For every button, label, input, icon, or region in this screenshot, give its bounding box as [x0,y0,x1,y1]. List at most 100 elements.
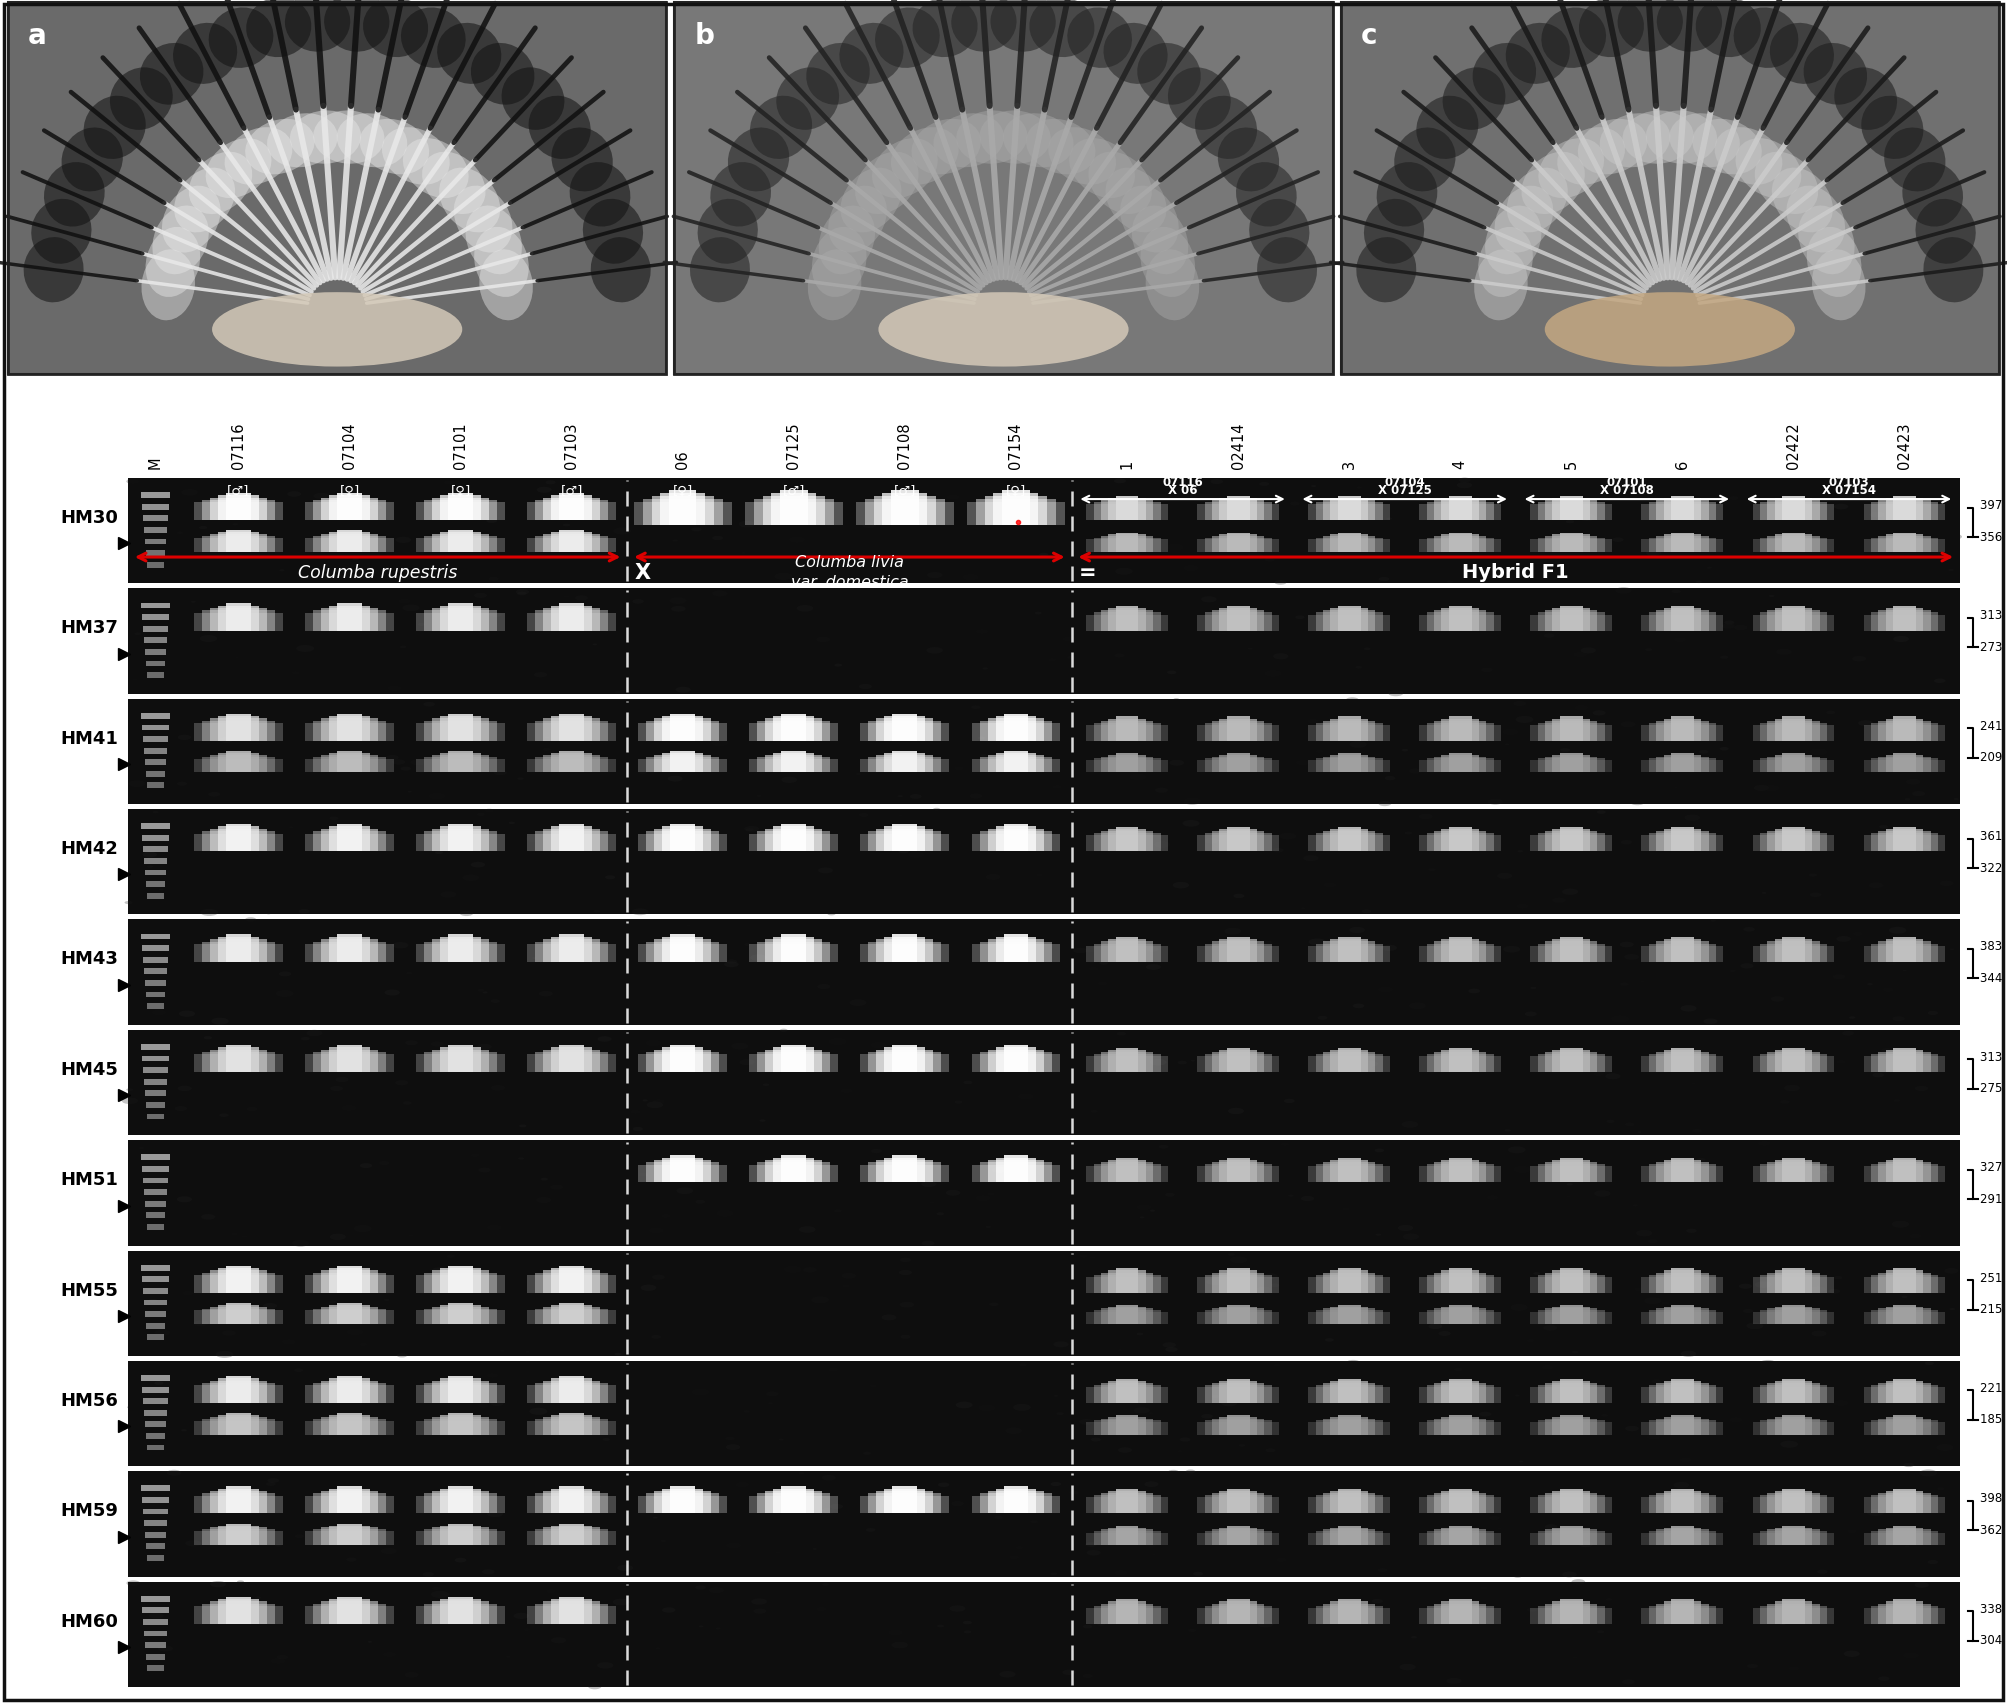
Text: X 06: X 06 [1168,484,1198,498]
Bar [560,530,584,552]
Ellipse shape [863,1452,871,1455]
Bar [1198,1387,1278,1402]
Bar [1419,724,1501,741]
Ellipse shape [1618,0,1684,51]
Text: c: c [1361,22,1377,49]
Ellipse shape [785,1266,801,1273]
Bar [763,496,825,525]
Ellipse shape [1379,578,1389,581]
Ellipse shape [1080,1254,1088,1258]
Bar [305,503,393,520]
Ellipse shape [421,1573,434,1576]
Bar [415,1607,506,1624]
Ellipse shape [1088,966,1098,971]
Ellipse shape [478,988,484,992]
Bar [877,1491,933,1513]
Ellipse shape [62,128,122,191]
Bar [1086,1498,1168,1513]
Bar [203,757,275,772]
Bar [211,828,267,852]
Bar [1559,1268,1584,1293]
Bar [771,492,817,525]
Bar [1656,757,1708,772]
Bar [1309,504,1391,520]
Ellipse shape [1130,774,1146,780]
Ellipse shape [949,1605,965,1612]
Bar [1004,1155,1028,1183]
Ellipse shape [1403,1234,1419,1241]
Ellipse shape [289,826,293,828]
Bar [1879,610,1931,630]
Bar [1108,1418,1146,1435]
Ellipse shape [1602,1414,1608,1416]
Ellipse shape [1626,1426,1640,1431]
Ellipse shape [889,1494,903,1501]
Ellipse shape [237,1580,245,1583]
Bar [227,1597,251,1624]
Ellipse shape [977,1404,995,1411]
Ellipse shape [1258,1621,1274,1627]
Ellipse shape [737,1482,749,1488]
Ellipse shape [1365,199,1425,264]
Bar [985,496,1048,525]
Ellipse shape [233,523,239,525]
Bar [1212,1051,1264,1072]
Bar [227,1413,251,1435]
Ellipse shape [1696,1159,1706,1162]
Bar [1782,1525,1804,1546]
Bar [670,934,694,961]
Ellipse shape [1264,688,1272,692]
Bar [1212,941,1264,961]
Ellipse shape [598,1661,614,1668]
Ellipse shape [381,1547,397,1554]
Ellipse shape [177,782,187,786]
Ellipse shape [407,1234,413,1237]
Ellipse shape [147,227,201,296]
Text: HM43: HM43 [60,951,118,968]
Bar [869,1493,941,1513]
Ellipse shape [1531,987,1537,988]
Bar [1108,1160,1146,1183]
Bar [1865,1387,1945,1402]
Ellipse shape [1571,1351,1578,1353]
Bar [1887,1307,1923,1324]
Ellipse shape [1513,1574,1521,1578]
Ellipse shape [341,1106,355,1111]
Bar [440,937,482,961]
Bar [1887,608,1923,630]
Ellipse shape [1511,1304,1527,1310]
Ellipse shape [482,1554,492,1559]
Ellipse shape [1192,1571,1202,1576]
Bar [1531,835,1612,852]
Ellipse shape [745,828,755,832]
Bar [415,1496,506,1513]
Ellipse shape [1405,832,1413,835]
Ellipse shape [401,767,411,770]
Ellipse shape [799,1472,805,1474]
Ellipse shape [807,43,869,104]
Ellipse shape [614,1353,620,1355]
Ellipse shape [536,487,552,492]
Ellipse shape [490,1401,504,1406]
Bar [1545,757,1598,772]
Bar [440,1525,482,1546]
Text: 322 bp: 322 bp [1981,862,2007,874]
Ellipse shape [299,908,309,913]
Ellipse shape [1744,927,1754,932]
Ellipse shape [1248,1423,1262,1428]
Bar [1441,1307,1479,1324]
Bar [1220,1380,1256,1402]
Bar [1664,828,1702,852]
Ellipse shape [1112,1268,1128,1275]
Bar [1339,937,1361,961]
Ellipse shape [1126,726,1138,731]
Bar [1427,537,1493,552]
Bar [329,1598,369,1624]
Ellipse shape [731,1089,737,1092]
Bar [1545,1309,1598,1324]
Ellipse shape [1210,479,1222,484]
Text: 361 bp: 361 bp [1981,830,2007,843]
Bar [1545,941,1598,961]
Bar [1553,1418,1590,1435]
Bar [1768,832,1820,852]
